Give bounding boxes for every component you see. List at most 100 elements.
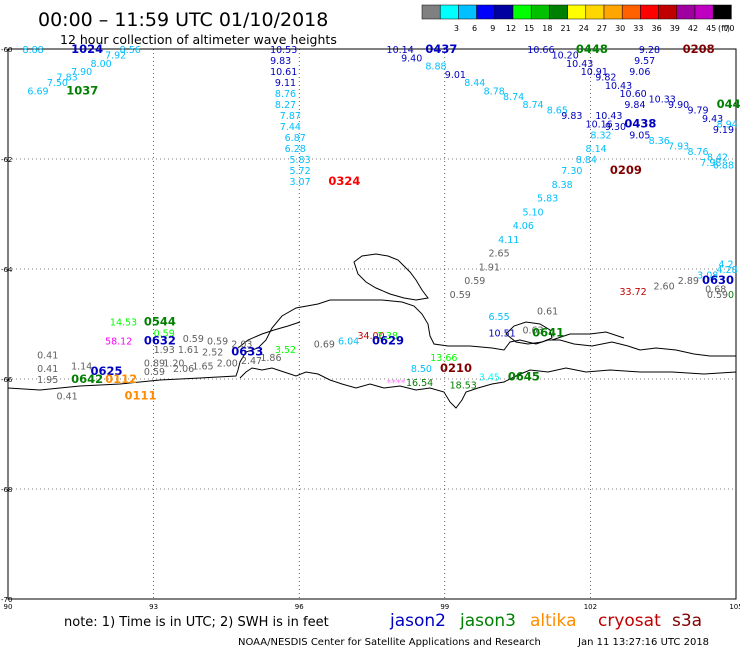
lat-tick-label: -60 [1, 46, 12, 54]
wave-height-label: 8.00 [91, 59, 112, 70]
wave-height-label: 7.93 [668, 141, 689, 152]
wave-height-label: 9.90 [668, 100, 689, 111]
pass-time-label: 0438 [624, 116, 656, 130]
color-swatch [712, 4, 732, 20]
wave-height-label: 0.59 [183, 334, 204, 345]
pass-time-label: 0324 [328, 174, 360, 188]
wave-height-label: 18.53 [450, 381, 477, 392]
map-subtitle: 12 hour collection of altimeter wave hei… [60, 32, 337, 47]
color-swatch [421, 4, 441, 20]
wave-height-label: 8.94 [717, 119, 738, 130]
footer-timestamp: Jan 11 13:27:16 UTC 2018 [577, 637, 709, 648]
lon-tick-label: 99 [440, 603, 449, 611]
color-scale-tick: 70 [724, 24, 734, 33]
pass-time-label: 0625 [91, 364, 123, 378]
color-scale-tick: 30 [615, 24, 625, 33]
wave-height-label: 5.83 [537, 194, 558, 205]
wave-height-label: 3.45 [479, 372, 500, 383]
wave-height-label: 9.06 [629, 67, 650, 78]
wave-height-label: 4.11 [498, 235, 519, 246]
wave-height-label: 0.89 [144, 359, 165, 370]
color-scale-bar: 3 6 9 12 15 18 21 24 27 30 33 36 39 42 45 70 [421, 4, 734, 33]
wave-height-label: 10.43 [566, 59, 593, 70]
antarctic-coastline [7, 253, 737, 409]
wave-height-label: 10.60 [620, 89, 647, 100]
wave-height-label: 10.20 [552, 51, 579, 62]
wave-height-label: 0.59 [707, 290, 728, 301]
wave-height-label: 8.76 [687, 147, 708, 158]
graticule [7, 48, 737, 600]
wave-height-label: 8.27 [275, 100, 296, 111]
color-swatch [439, 4, 459, 20]
wave-height-label: 8.88 [23, 45, 44, 56]
color-scale-tick: 9 [490, 24, 495, 33]
pass-time-label: 0642 [71, 372, 103, 386]
pass-time-label: 1024 [71, 42, 103, 56]
pass-time-label: 0210 [440, 361, 472, 375]
wave-height-label: 8.78 [484, 86, 505, 97]
lon-tick-label: 96 [295, 603, 304, 611]
wave-height-label: 8.50 [411, 364, 432, 375]
wave-height-label: 7.92 [105, 51, 126, 62]
wave-height-label: 9.30 [605, 122, 626, 133]
wave-height-label: 8.56 [120, 45, 141, 56]
wave-height-label: 6.88 [713, 161, 734, 172]
wave-height-label: 1.86 [260, 353, 281, 364]
wave-height-label: 1.91 [479, 262, 500, 273]
wave-height-label: 7.98 [700, 158, 721, 169]
wave-height-label: 1.65 [192, 361, 213, 372]
wave-height-label: 10.91 [581, 67, 608, 78]
wave-height-label: 10.14 [387, 45, 414, 56]
wave-height-label: 0.61 [537, 306, 558, 317]
wave-height-label: 2.06 [173, 364, 194, 375]
wave-height-label: 6.55 [488, 312, 509, 323]
wave-height-label: 6.87 [285, 133, 306, 144]
wave-height-label: 8.44 [464, 78, 485, 89]
color-scale-unit: (ft) [718, 24, 730, 33]
lon-tick-label: 105 [729, 603, 740, 611]
lat-tick-label: -64 [1, 266, 13, 274]
wave-height-label: 6.69 [27, 86, 48, 97]
wave-height-label: 10.66 [527, 45, 554, 56]
color-scale-tick: 15 [524, 24, 534, 33]
wave-height-label: 9.79 [687, 106, 708, 117]
wave-height-label: 0.59 [144, 367, 165, 378]
wave-height-label: 14.53 [110, 317, 137, 328]
ice-shelf-east [551, 331, 625, 341]
color-scale-tick: 21 [561, 24, 571, 33]
wave-height-label: 4.28 [717, 265, 738, 276]
wave-height-label: 2.00 [217, 359, 238, 370]
wave-height-label: 1.95 [37, 375, 58, 386]
color-scale-tick: 39 [670, 24, 680, 33]
wave-height-label: 9.57 [634, 56, 655, 67]
legend-altika: altika [530, 611, 577, 631]
wave-height-label: 0.59 [450, 290, 471, 301]
wave-height-label: 5.10 [522, 207, 543, 218]
wave-height-label: 10.61 [270, 67, 297, 78]
wave-height-label: 8.36 [649, 136, 670, 147]
wave-height-label: 8.74 [522, 100, 543, 111]
pass-time-label: 0111 [124, 389, 156, 403]
wave-height-label: 10.33 [649, 95, 676, 106]
color-swatch [494, 4, 514, 20]
wave-height-label: 8.84 [576, 155, 597, 166]
coastline-lower [239, 367, 737, 409]
wave-height-label: 2.38 [377, 331, 398, 342]
wave-height-label: 7.50 [47, 78, 68, 89]
wave-height-label: 2.03 [231, 339, 252, 350]
wave-height-label: 9.19 [713, 125, 734, 136]
wave-height-label: 1.93 [154, 345, 175, 356]
lat-tick-label: -62 [1, 156, 12, 164]
wave-height-label: 13.66 [430, 353, 457, 364]
color-swatch [530, 4, 550, 20]
color-swatch [694, 4, 714, 20]
wave-height-label: 2.89 [678, 276, 699, 287]
island-east [505, 321, 553, 345]
wave-height-label: 1.14 [71, 361, 92, 372]
observations-layer: 8.88 1024 8.567.928.007.907.837.506.69 1037… [23, 42, 740, 403]
pass-time-label: 0437 [425, 42, 457, 56]
lon-tick-label: 93 [149, 603, 158, 611]
color-swatch [476, 4, 496, 20]
wave-height-label: 4.06 [513, 221, 534, 232]
